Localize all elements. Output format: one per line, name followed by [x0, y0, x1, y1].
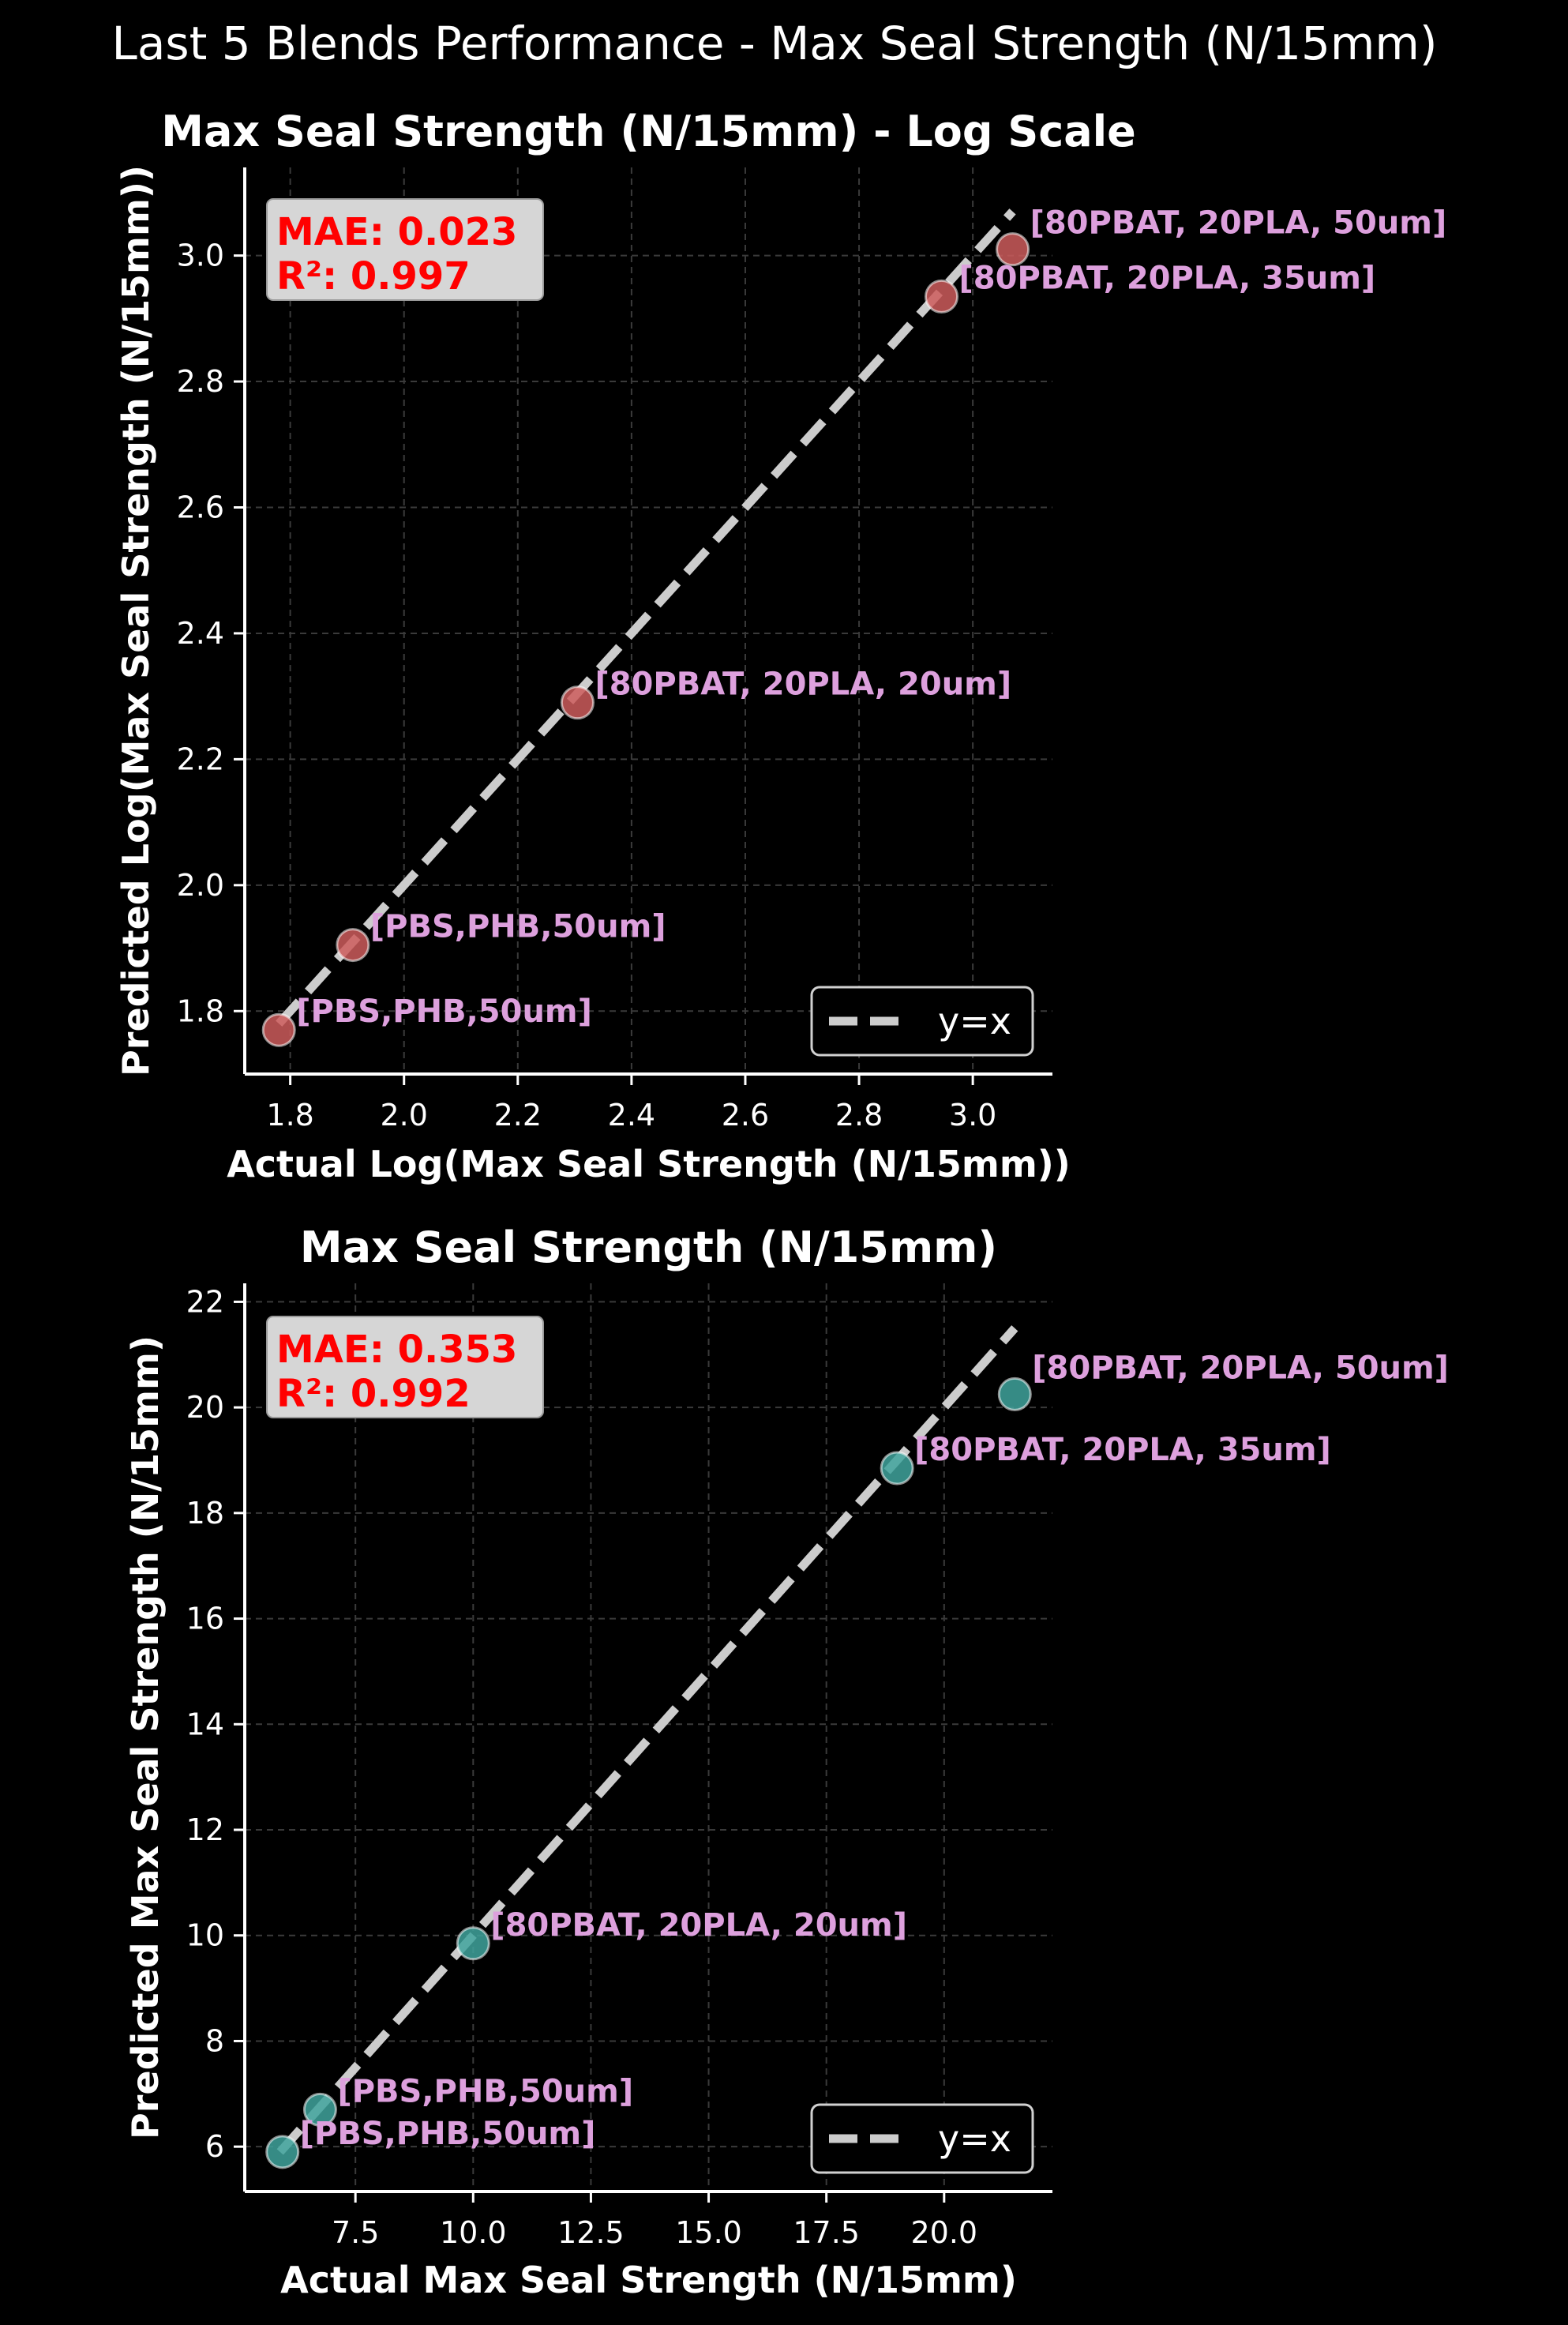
- identity-line: [276, 208, 1016, 1027]
- x-tick-label: 10.0: [440, 2215, 507, 2250]
- x-tick-label: 2.6: [722, 1098, 769, 1132]
- point-label: [PBS,PHB,50um]: [370, 909, 666, 945]
- y-tick-label: 10: [186, 1918, 224, 1953]
- y-tick-label: 1.8: [177, 993, 224, 1028]
- r2-text: R²: 0.997: [276, 254, 471, 299]
- x-tick-label: 1.8: [266, 1098, 313, 1132]
- y-tick-label: 18: [186, 1496, 224, 1531]
- y-tick-label: 2.0: [177, 868, 224, 903]
- data-point: [261, 1012, 296, 1047]
- x-tick-label: 2.0: [380, 1098, 427, 1132]
- point-label: [80PBAT, 20PLA, 50um]: [1032, 1350, 1449, 1386]
- x-tick-label: 3.0: [949, 1098, 996, 1132]
- point-label: [PBS,PHB,50um]: [337, 2073, 633, 2109]
- x-tick-label: 15.0: [675, 2215, 742, 2250]
- data-point: [265, 2135, 300, 2169]
- x-tick-label: 2.2: [494, 1098, 542, 1132]
- r2-text: R²: 0.992: [276, 1372, 471, 1416]
- x-tick-label: 12.5: [557, 2215, 625, 2250]
- log-scale-panel: 1.8 2.0 2.2 2.4 2.6 2.8 3.0 1.8 2.0 2.2 2.4 2.6 2.8 3…: [114, 107, 1446, 1185]
- x-tick-label: 7.5: [332, 2215, 379, 2250]
- x-axis-label: Actual Log(Max Seal Strength (N/15mm)): [227, 1143, 1071, 1185]
- point-label: [PBS,PHB,50um]: [300, 2116, 596, 2152]
- point-label: [80PBAT, 20PLA, 20um]: [490, 1907, 907, 1944]
- x-tick-label: 17.5: [793, 2215, 860, 2250]
- y-tick-label: 22: [186, 1284, 224, 1319]
- y-tick-label: 2.8: [177, 364, 224, 399]
- y-tick-label: 14: [186, 1707, 224, 1741]
- mae-text: MAE: 0.353: [276, 1328, 517, 1372]
- point-label: [80PBAT, 20PLA, 20um]: [595, 667, 1011, 703]
- y-tick-label: 20: [186, 1390, 224, 1425]
- x-tick-label: 20.0: [911, 2215, 978, 2250]
- data-point: [456, 1926, 490, 1961]
- legend-label: y=x: [938, 2117, 1011, 2160]
- y-tick-label: 8: [205, 2023, 224, 2058]
- metrics-box: [266, 1316, 544, 1418]
- chart-title: Max Seal Strength (N/15mm): [300, 1223, 997, 1272]
- legend-label: y=x: [938, 1000, 1011, 1042]
- point-label: [80PBAT, 20PLA, 35um]: [914, 1432, 1331, 1468]
- y-axis-label: Predicted Max Seal Strength (N/15mm): [124, 1335, 167, 2139]
- data-point: [996, 232, 1030, 267]
- data-point: [560, 685, 595, 720]
- chart-title: Max Seal Strength (N/15mm) - Log Scale: [161, 107, 1136, 156]
- mae-text: MAE: 0.023: [276, 210, 517, 254]
- point-label: [80PBAT, 20PLA, 35um]: [959, 260, 1376, 296]
- figure-suptitle: Last 5 Blends Performance - Max Seal Str…: [112, 17, 1438, 70]
- x-tick-label: 2.4: [608, 1098, 655, 1132]
- y-tick-label: 2.4: [177, 616, 224, 651]
- metrics-box: [266, 198, 544, 301]
- data-point: [997, 1377, 1032, 1411]
- linear-scale-panel: 7.5 10.0 12.5 15.0 17.5 20.0 6 8 10 12 14 16 18 20 22 […: [124, 1223, 1449, 2301]
- data-point: [302, 2092, 337, 2127]
- data-point: [336, 928, 370, 963]
- point-label: [80PBAT, 20PLA, 50um]: [1030, 205, 1447, 242]
- x-tick-label: 2.8: [835, 1098, 883, 1132]
- legend-box: [810, 986, 1034, 1057]
- data-point: [880, 1451, 914, 1486]
- y-tick-label: 2.2: [177, 742, 224, 776]
- y-tick-label: 2.6: [177, 490, 224, 525]
- y-tick-label: 6: [205, 2129, 224, 2164]
- x-axis-label: Actual Max Seal Strength (N/15mm): [280, 2259, 1017, 2301]
- y-tick-label: 12: [186, 1812, 224, 1847]
- point-label: [PBS,PHB,50um]: [296, 993, 592, 1030]
- data-point: [925, 279, 959, 314]
- legend-box: [810, 2103, 1034, 2174]
- y-axis-label: Predicted Log(Max Seal Strength (N/15mm)…: [114, 165, 157, 1076]
- y-tick-label: 3.0: [177, 239, 224, 273]
- y-tick-label: 16: [186, 1602, 224, 1636]
